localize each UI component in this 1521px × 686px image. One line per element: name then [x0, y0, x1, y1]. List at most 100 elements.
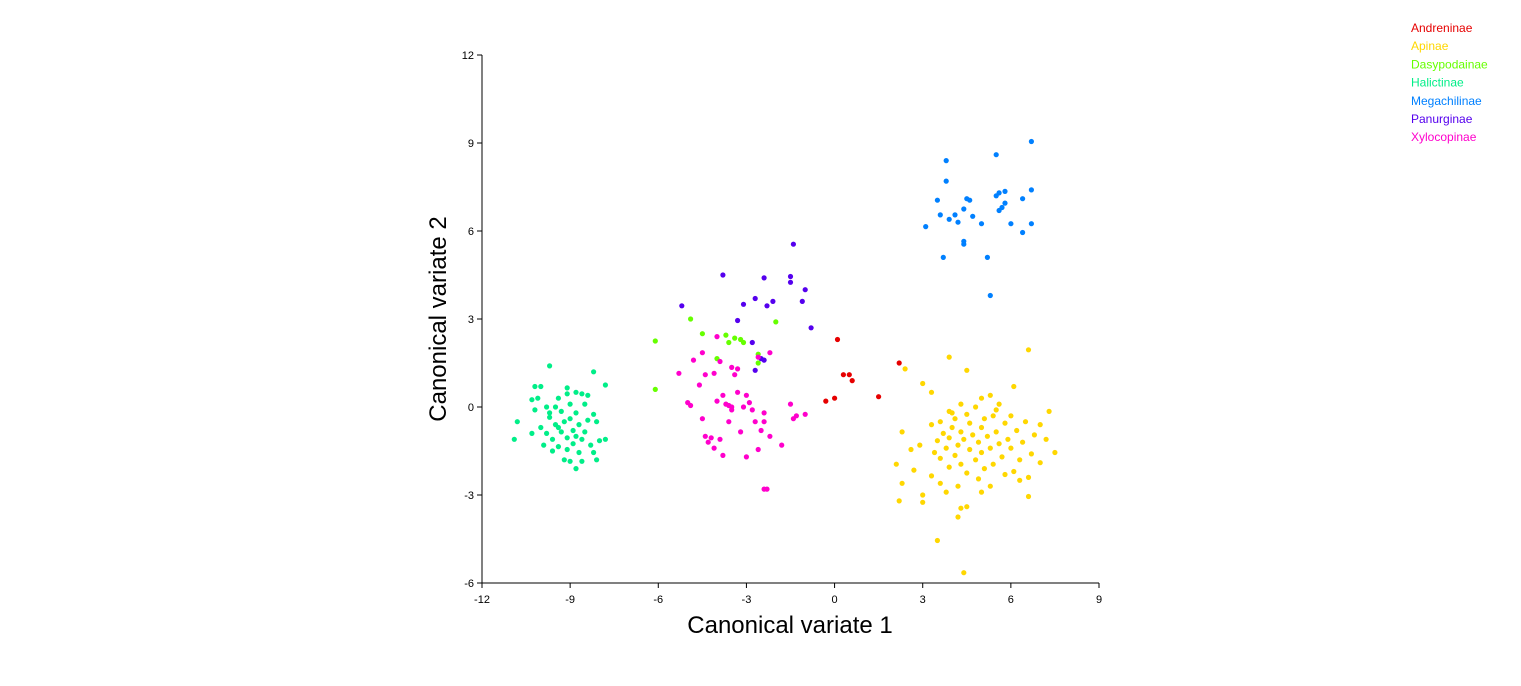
- data-point: [735, 366, 741, 372]
- data-point: [952, 212, 958, 218]
- data-point: [832, 395, 838, 401]
- data-point: [908, 446, 914, 453]
- data-point: [679, 303, 685, 309]
- data-point: [764, 303, 770, 309]
- data-point: [752, 295, 758, 302]
- data-point: [1020, 439, 1026, 445]
- x-tick-label: 6: [1008, 594, 1014, 606]
- data-point: [790, 416, 797, 422]
- data-point: [547, 414, 553, 420]
- data-point: [937, 419, 943, 425]
- data-point: [834, 336, 841, 343]
- data-point: [1008, 413, 1014, 419]
- data-point: [958, 461, 964, 467]
- data-point: [726, 339, 732, 346]
- data-point: [746, 400, 753, 406]
- data-point: [552, 404, 559, 410]
- data-point: [652, 338, 658, 344]
- data-point: [893, 461, 899, 467]
- data-point: [541, 442, 547, 448]
- data-point: [720, 392, 726, 398]
- data-point: [529, 430, 535, 436]
- data-point: [1025, 347, 1032, 353]
- data-point: [973, 457, 979, 463]
- data-point: [1025, 493, 1032, 500]
- data-point: [743, 454, 750, 460]
- data-point: [917, 442, 923, 448]
- data-point: [923, 224, 929, 230]
- data-point: [1043, 436, 1049, 442]
- data-point: [717, 358, 723, 365]
- data-point: [740, 301, 747, 307]
- data-point: [981, 416, 988, 422]
- data-point: [676, 370, 682, 376]
- data-point: [1031, 432, 1037, 438]
- data-point: [955, 483, 961, 489]
- data-point: [981, 466, 988, 472]
- data-point: [699, 331, 706, 337]
- y-tick-label: 12: [462, 50, 474, 62]
- data-point: [714, 334, 720, 340]
- data-point: [573, 466, 579, 472]
- data-point: [714, 398, 720, 404]
- data-point: [946, 464, 952, 470]
- data-point: [937, 480, 943, 486]
- data-point: [535, 395, 541, 401]
- data-point: [532, 407, 538, 413]
- data-point: [561, 457, 567, 463]
- data-point: [999, 454, 1005, 460]
- data-point: [946, 354, 952, 360]
- data-point: [538, 383, 544, 390]
- x-tick-label: -12: [474, 594, 490, 606]
- data-point: [596, 438, 603, 444]
- data-point: [984, 433, 991, 439]
- data-point: [594, 457, 600, 463]
- data-point: [702, 372, 708, 378]
- data-point: [582, 429, 588, 435]
- data-point: [934, 438, 941, 444]
- data-point: [961, 241, 967, 247]
- data-point: [1002, 188, 1008, 194]
- data-point: [544, 404, 550, 410]
- data-point: [735, 317, 741, 324]
- data-point: [579, 436, 585, 442]
- data-point: [955, 442, 961, 448]
- data-point: [529, 397, 535, 403]
- data-point: [758, 427, 764, 434]
- data-point: [1028, 451, 1034, 457]
- data-point: [940, 430, 946, 436]
- x-tick-label: -6: [653, 594, 663, 606]
- y-tick-label: 0: [468, 402, 474, 414]
- data-point: [1037, 422, 1043, 428]
- data-point: [967, 446, 973, 453]
- data-point: [699, 416, 706, 422]
- data-point: [755, 446, 761, 453]
- data-point: [920, 380, 926, 387]
- data-point: [602, 436, 609, 442]
- data-point: [1014, 427, 1020, 434]
- data-point: [787, 401, 794, 407]
- data-point: [555, 424, 562, 431]
- data-point: [717, 436, 723, 442]
- data-point: [1008, 221, 1014, 227]
- data-point: [975, 476, 982, 482]
- data-point: [567, 416, 573, 422]
- data-point: [1011, 383, 1017, 390]
- y-axis-title: Canonical variate 2: [425, 216, 452, 421]
- data-point: [964, 470, 970, 476]
- series-xylocopinae: [676, 334, 808, 492]
- y-tick-label: -6: [464, 578, 474, 590]
- data-point: [955, 219, 961, 225]
- data-point: [808, 325, 814, 331]
- data-point: [567, 458, 573, 464]
- data-point: [705, 439, 711, 445]
- data-point: [767, 433, 773, 439]
- data-point: [740, 339, 747, 346]
- data-point: [773, 319, 779, 325]
- data-point: [978, 395, 985, 401]
- series-dasypodainae: [652, 316, 779, 392]
- data-point: [752, 367, 758, 373]
- series-halictinae: [511, 363, 609, 472]
- data-point: [987, 292, 993, 299]
- data-point: [570, 441, 576, 447]
